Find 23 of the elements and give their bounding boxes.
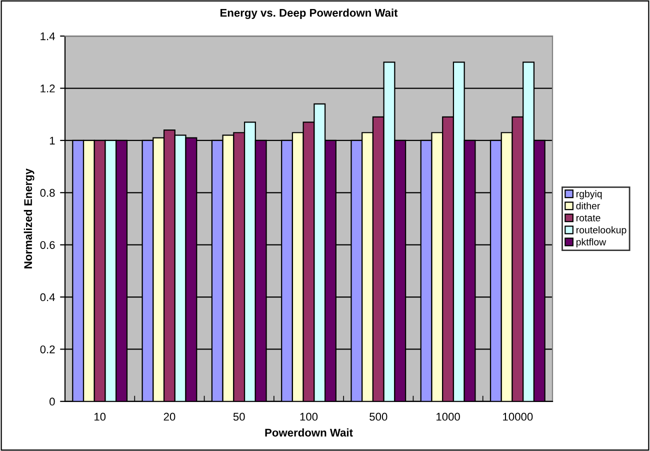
x-tick-label: 500: [370, 412, 388, 421]
x-tick-label: 100: [300, 412, 318, 421]
x-axis-title: Powerdown Wait: [265, 428, 353, 437]
y-tick-label: 0.4: [40, 293, 55, 302]
y-tick-label: 0: [50, 398, 55, 406]
x-tick-label: 10000: [503, 412, 533, 421]
y-tick-label: 1.2: [40, 84, 55, 92]
legend-label: dither: [576, 202, 600, 210]
y-tick-label: 0.6: [40, 241, 55, 249]
legend-label: rotate: [576, 214, 600, 222]
y-axis-title: Normalized Energy: [24, 168, 34, 268]
y-tick-label: 0.2: [40, 345, 55, 354]
legend-label: routelookup: [576, 226, 626, 236]
x-tick-label: 50: [233, 412, 245, 421]
legend-label: rgbyiq: [576, 190, 602, 200]
y-tick-label: 0.8: [40, 188, 55, 197]
y-tick-label: 1: [50, 136, 55, 144]
x-tick-label: 10: [94, 412, 106, 421]
legend-label: pktflow: [576, 238, 606, 248]
x-tick-label: 20: [164, 412, 176, 421]
chart-title: Energy vs. Deep Powerdown Wait: [220, 8, 398, 19]
y-tick-label: 1.4: [40, 32, 55, 40]
x-tick-label: 1000: [436, 412, 460, 421]
